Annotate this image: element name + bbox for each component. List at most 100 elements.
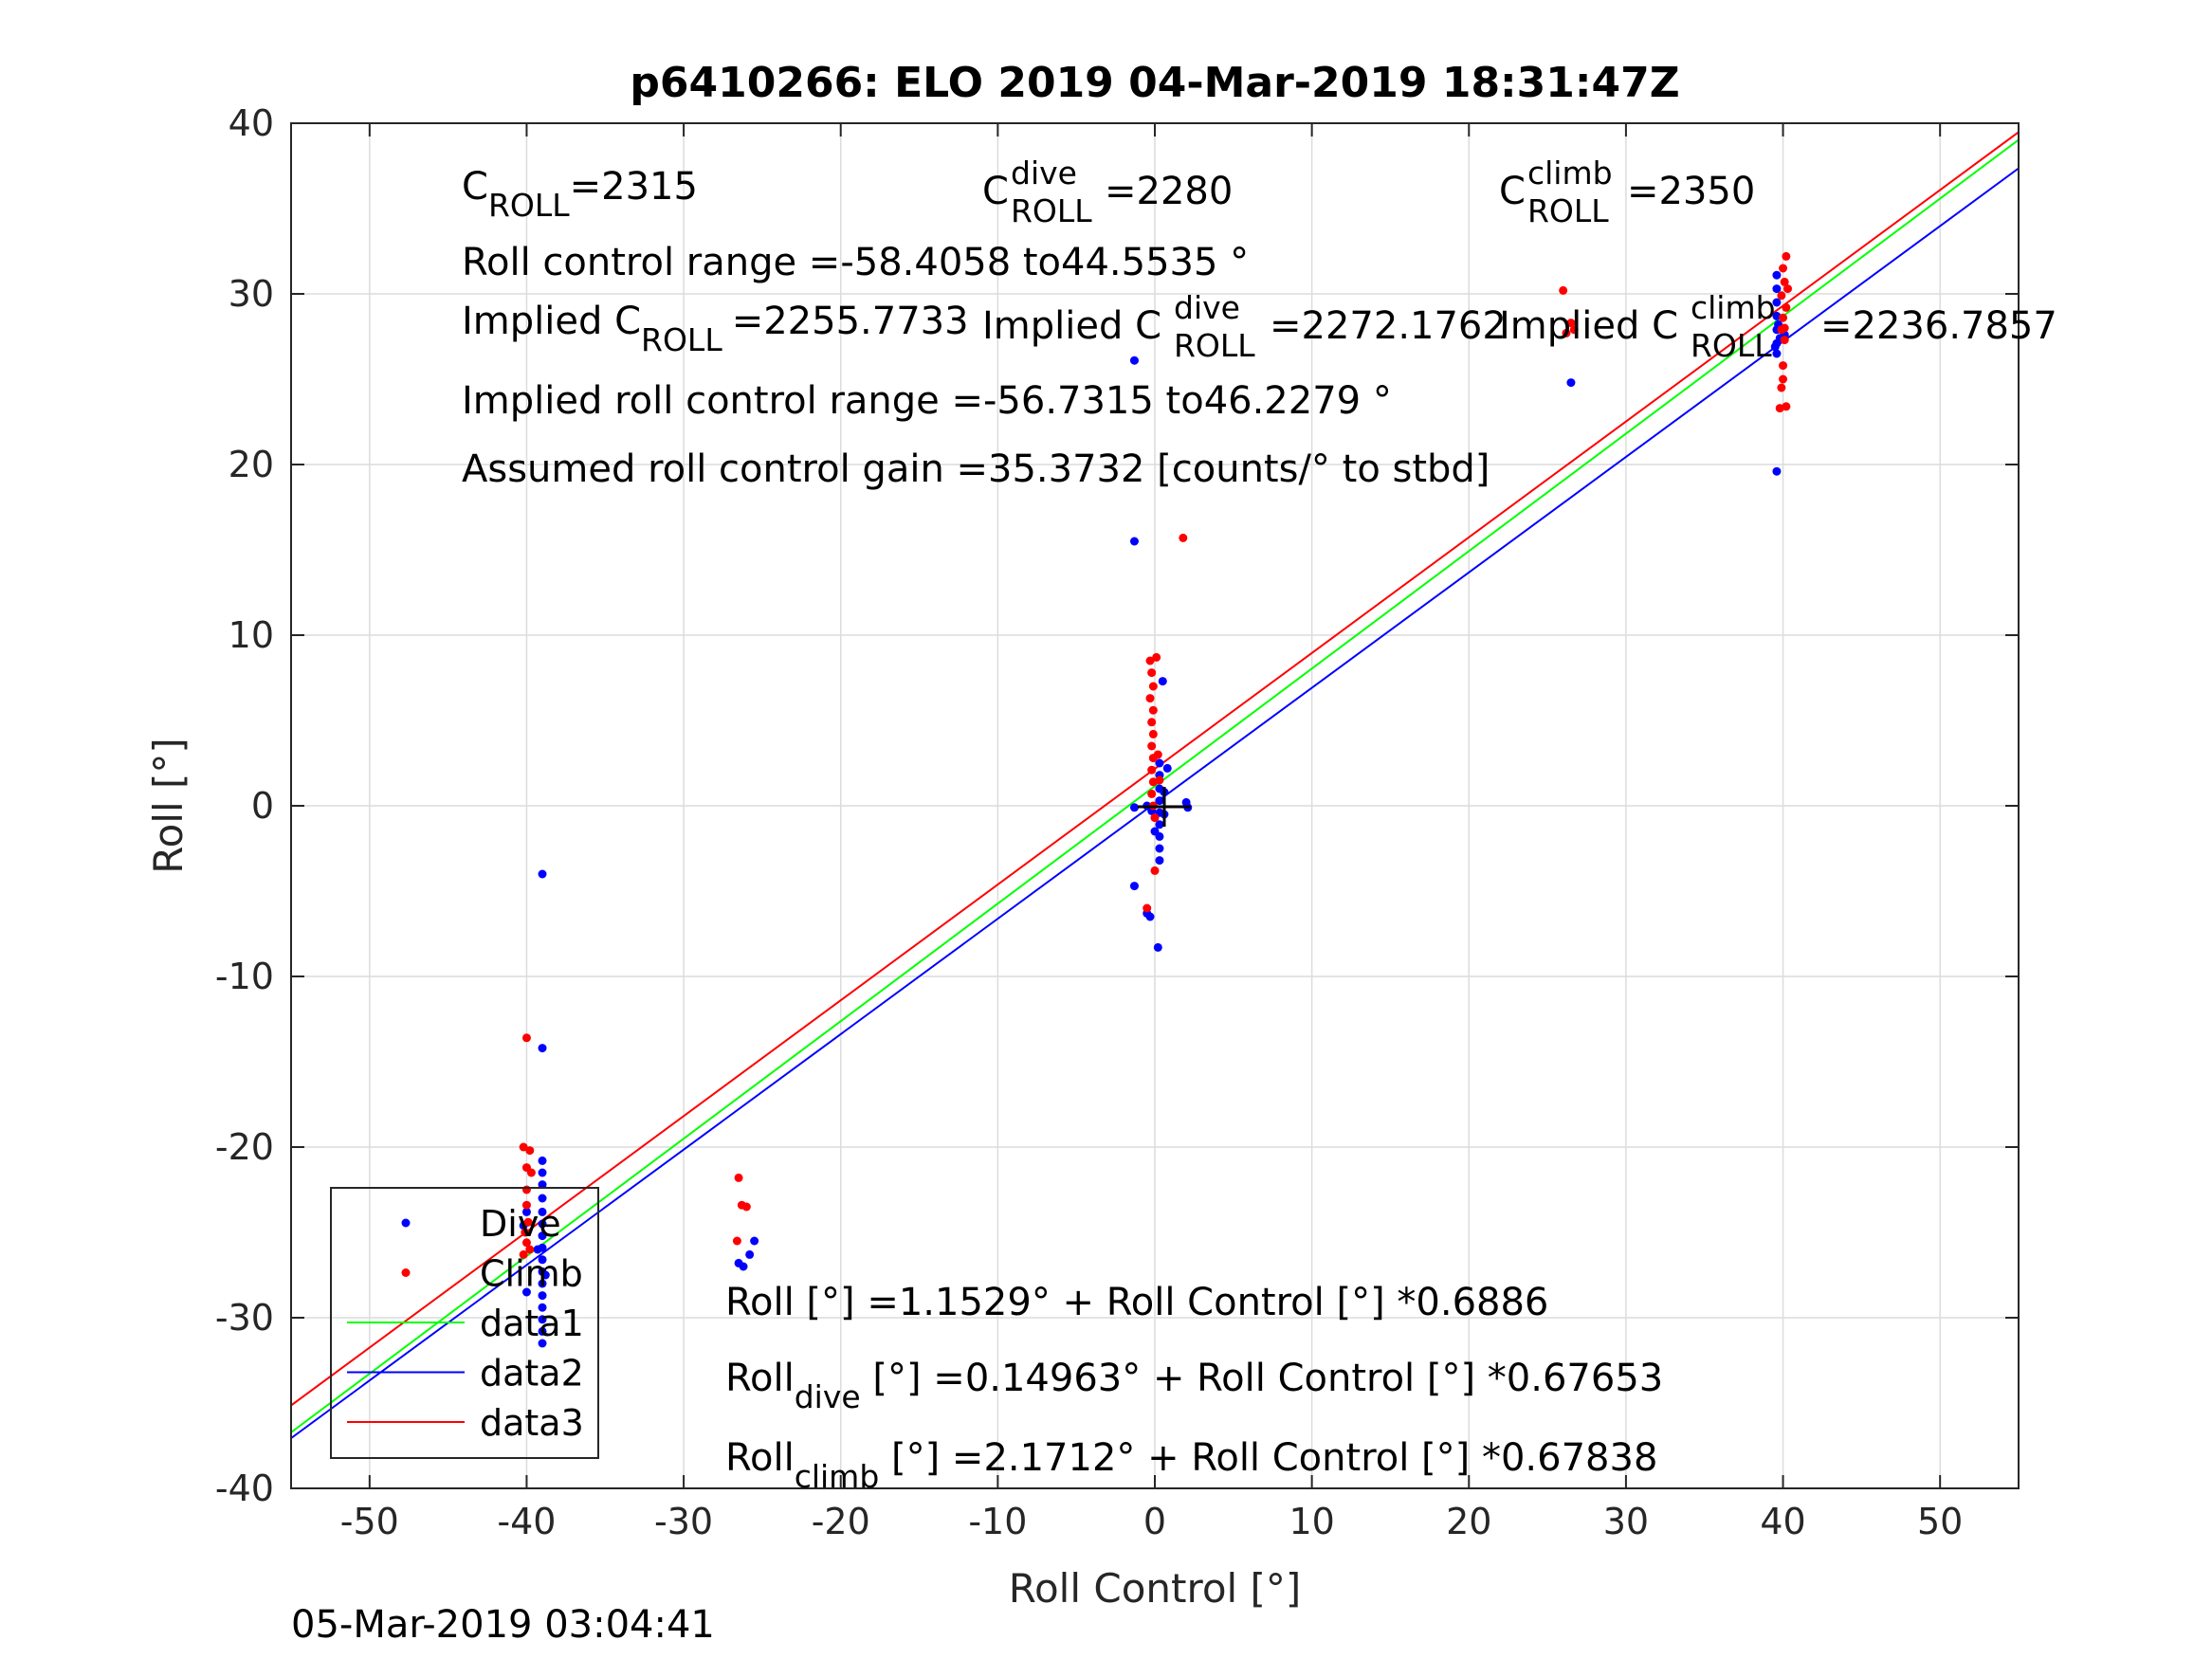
- climb-point: [1782, 302, 1791, 312]
- y-tick-label: 40: [229, 102, 274, 144]
- legend-label: data3: [480, 1402, 584, 1444]
- x-tick-label: 10: [1289, 1501, 1334, 1542]
- y-tick-label: -40: [215, 1468, 274, 1509]
- dive-point: [538, 869, 547, 879]
- implied-c-roll-climb-sub: ROLL: [1691, 327, 1772, 364]
- dive-point: [1158, 677, 1167, 686]
- dive-point: [750, 1236, 759, 1246]
- dive-point: [1566, 378, 1576, 388]
- dive-point: [1129, 356, 1139, 365]
- climb-point: [521, 1200, 531, 1210]
- climb-point: [521, 1033, 531, 1043]
- annotations: CROLL=2315 C dive ROLL =2280 C climb ROL…: [462, 155, 2057, 1495]
- dive-point: [1772, 349, 1782, 358]
- dive-point: [538, 1180, 547, 1190]
- climb-point: [1782, 251, 1791, 261]
- implied-c-roll-climb-sup: climb: [1691, 289, 1776, 326]
- implied-c-roll-dive-label: Implied C: [982, 304, 1161, 348]
- implied-c-roll-dive-sup: dive: [1174, 289, 1240, 326]
- dive-point: [538, 1168, 547, 1177]
- dive-point: [538, 1156, 547, 1165]
- climb-point: [1145, 694, 1155, 703]
- dive-point: [1129, 537, 1139, 546]
- climb-point: [519, 1142, 528, 1152]
- implied-c-roll-climb-value: =2236.7857: [1820, 304, 2057, 348]
- c-roll-climb-value: =2350: [1627, 170, 1755, 213]
- dive-point: [538, 1326, 547, 1336]
- x-axis-label: Roll Control [°]: [1009, 1565, 1302, 1612]
- chart-title: p6410266: ELO 2019 04-Mar-2019 18:31:47Z: [630, 59, 1679, 107]
- x-axis-ticks: -50 -40 -30 -20 -10 0 10 20 30 40 50: [340, 123, 1963, 1542]
- dive-point: [1129, 882, 1139, 891]
- gain-text: Assumed roll control gain =35.3732 [coun…: [462, 447, 1490, 491]
- fit-dive-text: Rolldive [°] =0.14963° + Roll Control [°…: [725, 1357, 1663, 1415]
- dive-point: [538, 1291, 547, 1301]
- plot-area-border: [290, 122, 2020, 1489]
- control-range-text: Roll control range =-58.4058 to44.5535 °: [462, 241, 1249, 284]
- dive-point: [538, 1207, 547, 1216]
- origin-marker: [1138, 787, 1191, 827]
- c-roll-dive-sub: ROLL: [1011, 192, 1092, 229]
- climb-point: [1147, 718, 1157, 727]
- climb-point: [526, 1168, 536, 1177]
- x-tick-label: 40: [1760, 1501, 1805, 1542]
- climb-point: [1147, 789, 1157, 798]
- x-tick-label: 0: [1143, 1501, 1166, 1542]
- y-tick-label: -10: [215, 956, 274, 997]
- implied-c-roll-climb-label: Implied C: [1499, 304, 1678, 348]
- legend-marker-dive: [401, 1218, 411, 1228]
- legend-items: Dive Climb data1 data2 data3: [347, 1203, 584, 1444]
- legend-marker-climb: [401, 1268, 411, 1277]
- dive-point: [538, 1231, 547, 1241]
- dive-point: [538, 1315, 547, 1324]
- climb-point: [1148, 705, 1158, 715]
- climb-point: [519, 1249, 528, 1259]
- dive-point: [1772, 466, 1782, 476]
- climb-point: [1148, 682, 1158, 691]
- climb-point: [1777, 383, 1786, 392]
- implied-c-roll-dive-sub: ROLL: [1174, 327, 1255, 364]
- climb-point: [1148, 729, 1158, 738]
- climb-point: [734, 1173, 743, 1182]
- dive-point: [745, 1249, 755, 1259]
- implied-range-text: Implied roll control range =-56.7315 to4…: [462, 379, 1392, 423]
- climb-point: [1150, 866, 1160, 875]
- climb-point: [1783, 284, 1793, 294]
- dive-point: [521, 1207, 531, 1216]
- dive-point: [1153, 942, 1162, 952]
- climb-point: [525, 1146, 535, 1156]
- x-tick-label: -30: [654, 1501, 713, 1542]
- x-tick-label: 50: [1917, 1501, 1963, 1542]
- dive-point: [538, 1279, 547, 1288]
- x-tick-label: -40: [497, 1501, 556, 1542]
- climb-point: [1779, 264, 1788, 273]
- dive-point: [538, 1194, 547, 1203]
- implied-c-roll-label: Implied CROLL =2255.7733: [462, 300, 969, 358]
- dive-point: [1129, 803, 1139, 812]
- x-tick-label: -50: [340, 1501, 399, 1542]
- c-roll-climb-sup: climb: [1527, 155, 1613, 191]
- dive-point: [1155, 820, 1164, 830]
- dive-point: [538, 1303, 547, 1312]
- dive-point: [538, 1044, 547, 1053]
- climb-point: [1152, 652, 1161, 662]
- dive-point: [521, 1287, 531, 1297]
- x-tick-label: 20: [1446, 1501, 1491, 1542]
- timestamp: 05-Mar-2019 03:04:41: [291, 1603, 715, 1647]
- climb-point: [1147, 668, 1157, 678]
- climb-point: [1155, 775, 1164, 785]
- c-roll-dive-value: =2280: [1105, 170, 1233, 213]
- climb-point: [1775, 404, 1784, 413]
- y-tick-label: 10: [229, 614, 274, 656]
- c-roll-climb-sub: ROLL: [1527, 192, 1609, 229]
- c-roll-dive-sup: dive: [1011, 155, 1077, 191]
- climb-point: [1780, 336, 1789, 345]
- dive-point: [1155, 856, 1164, 866]
- dive-point: [538, 1219, 547, 1229]
- c-roll-dive-label: C: [982, 170, 1009, 213]
- dive-point: [538, 1255, 547, 1265]
- fit-climb-text: Rollclimb [°] =2.1712° + Roll Control [°…: [725, 1436, 1657, 1495]
- climb-point: [1179, 533, 1188, 542]
- dive-point: [739, 1262, 748, 1271]
